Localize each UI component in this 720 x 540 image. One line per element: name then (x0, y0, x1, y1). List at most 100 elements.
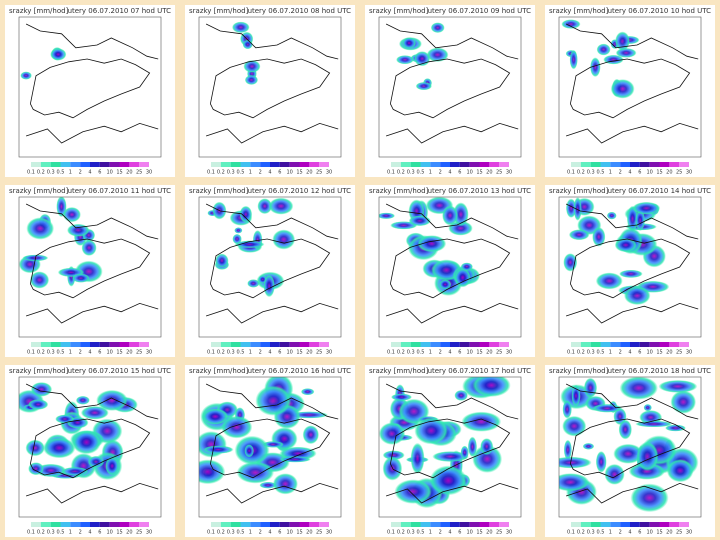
precipitation (480, 438, 494, 456)
colorbar-label: 25 (136, 530, 142, 536)
colorbar-swatch (590, 162, 601, 167)
colorbar-label: 25 (676, 350, 682, 356)
precipitation (563, 439, 572, 460)
colorbar-swatch (679, 342, 689, 347)
colorbar-label: 30 (506, 170, 512, 176)
precipitation (379, 422, 406, 445)
map-frame (198, 16, 342, 158)
map-panel: srazky [mm/hod] utery 06.07.2010 11 hod U… (5, 185, 175, 357)
colorbar-label: 0.5 (237, 530, 245, 536)
colorbar-label: 20 (486, 170, 492, 176)
map-frame (18, 196, 162, 338)
precipitation (215, 253, 229, 268)
border (565, 203, 699, 240)
colorbar-label: 4 (628, 350, 631, 356)
colorbar-swatch (70, 162, 81, 167)
colorbar-swatch (260, 342, 270, 347)
precipitation (244, 444, 254, 458)
map-frame (18, 16, 162, 158)
colorbar-swatch (279, 522, 290, 527)
colorbar-label: 6 (458, 170, 461, 176)
colorbar-label: 30 (506, 530, 512, 536)
colorbar-label: 1 (429, 350, 432, 356)
colorbar-label: 10 (286, 350, 292, 356)
precipitation (618, 419, 632, 440)
colorbar-label: 20 (306, 350, 312, 356)
colorbar-label: 15 (116, 530, 122, 536)
precipitation (257, 198, 273, 215)
precipitation (461, 411, 502, 432)
colorbar-label: 25 (676, 170, 682, 176)
map-area (379, 377, 519, 509)
colorbar-swatch (420, 342, 431, 347)
colorbar-label: 25 (496, 170, 502, 176)
precipitation (408, 215, 431, 227)
map-frame (558, 196, 702, 338)
colorbar-swatch (80, 342, 90, 347)
border (565, 302, 699, 324)
border (565, 482, 699, 504)
colorbar-swatch (109, 342, 120, 347)
colorbar-label: 2 (619, 350, 622, 356)
colorbar-swatch (40, 342, 51, 347)
panel-time: utery 06.07.2010 08 hod UTC (248, 7, 352, 15)
precipitation (559, 473, 590, 492)
map-area (559, 377, 699, 513)
colorbar-swatch (580, 162, 591, 167)
colorbar-label: 10 (466, 350, 472, 356)
colorbar-label: 10 (646, 170, 652, 176)
colorbar-swatch (260, 522, 270, 527)
colorbar-swatch (479, 342, 490, 347)
precipitation (96, 389, 128, 411)
panel-time: utery 06.07.2010 16 hod UTC (248, 367, 352, 375)
precipitation (430, 22, 445, 33)
colorbar-label: 0.3 (47, 530, 55, 536)
map-panel: srazky [mm/hod] utery 06.07.2010 09 hod U… (365, 5, 535, 177)
colorbar-label: 6 (638, 170, 641, 176)
colorbar-label: 0.2 (37, 350, 45, 356)
border (389, 418, 511, 479)
colorbar-swatch (571, 522, 581, 527)
colorbar-swatch (489, 522, 500, 527)
border (25, 383, 159, 420)
colorbar-swatch (31, 522, 41, 527)
precipitation (26, 217, 55, 240)
panel-variable: srazky [mm/hod] (369, 367, 429, 375)
colorbar-label: 25 (316, 170, 322, 176)
precipitation (636, 441, 659, 472)
panel-variable: srazky [mm/hod] (189, 187, 249, 195)
colorbar-label: 30 (326, 530, 332, 536)
colorbar-label: 4 (628, 170, 631, 176)
colorbar-swatch (309, 342, 320, 347)
colorbar-label: 10 (466, 530, 472, 536)
colorbar-label: 0.2 (577, 350, 585, 356)
precipitation (454, 267, 471, 288)
precipitation (80, 406, 109, 420)
colorbar-label: 0.1 (207, 170, 215, 176)
colorbar-swatch (250, 522, 261, 527)
colorbar-label: 2 (439, 530, 442, 536)
precipitation (232, 21, 250, 34)
border (209, 58, 331, 119)
panel-variable: srazky [mm/hod] (549, 7, 609, 15)
colorbar-label: 0.5 (57, 170, 65, 176)
colorbar-label: 15 (476, 530, 482, 536)
precipitation (573, 197, 582, 221)
map-area (385, 22, 519, 144)
map-area (19, 197, 159, 324)
colorbar-label: 4 (448, 530, 451, 536)
colorbar-label: 4 (88, 350, 91, 356)
precipitation (105, 456, 120, 476)
colorbar-label: 0.1 (207, 350, 215, 356)
map-area (563, 197, 699, 324)
precipitation (394, 479, 433, 504)
map-area (199, 377, 339, 504)
map-panel: srazky [mm/hod] utery 06.07.2010 16 hod U… (185, 365, 355, 537)
colorbar-swatch (319, 522, 329, 527)
colorbar-swatch (499, 162, 509, 167)
colorbar-label: 0.5 (57, 350, 65, 356)
panel-time: utery 06.07.2010 11 hod UTC (68, 187, 172, 195)
colorbar-label: 30 (146, 170, 152, 176)
colorbar-swatch (649, 162, 660, 167)
colorbar-swatch (630, 342, 640, 347)
